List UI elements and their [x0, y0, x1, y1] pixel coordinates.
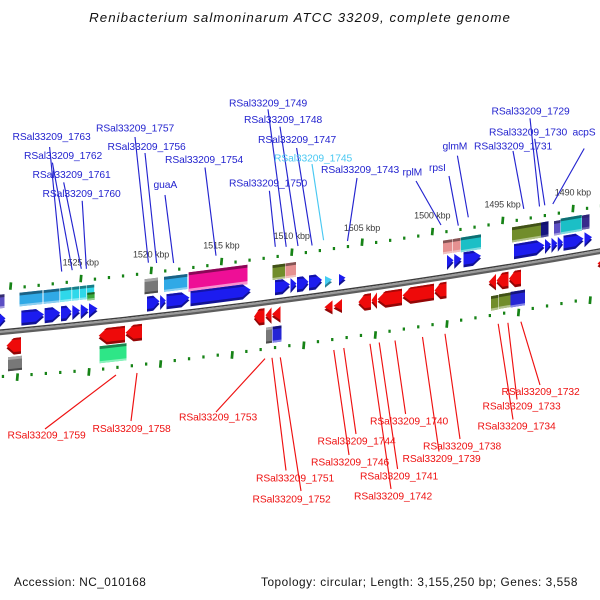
svg-text:RSal33209_1746: RSal33209_1746	[311, 458, 390, 469]
svg-text:RSal33209_1740: RSal33209_1740	[370, 417, 449, 428]
svg-text:RSal33209_1756: RSal33209_1756	[108, 142, 187, 153]
svg-text:RSal33209_1741: RSal33209_1741	[360, 472, 439, 483]
svg-text:RSal33209_1733: RSal33209_1733	[483, 402, 562, 413]
svg-text:RSal33209_1730: RSal33209_1730	[489, 128, 568, 139]
svg-text:1520 kbp: 1520 kbp	[133, 249, 169, 259]
svg-text:RSal33209_1763: RSal33209_1763	[13, 132, 92, 143]
svg-text:RSal33209_1761: RSal33209_1761	[33, 170, 112, 181]
svg-text:rpsI: rpsI	[429, 163, 446, 174]
svg-text:RSal33209_1748: RSal33209_1748	[244, 115, 323, 126]
svg-text:RSal33209_1753: RSal33209_1753	[179, 413, 258, 424]
svg-text:Accession: NC_010168: Accession: NC_010168	[14, 575, 146, 589]
svg-text:RSal33209_1762: RSal33209_1762	[24, 151, 103, 162]
svg-text:Topology: circular; Length: 3,: Topology: circular; Length: 3,155,250 bp…	[261, 575, 578, 589]
svg-text:guaA: guaA	[154, 180, 178, 191]
svg-text:glmM: glmM	[443, 142, 468, 153]
svg-text:RSal33209_1734: RSal33209_1734	[478, 422, 557, 433]
svg-text:1490 kbp: 1490 kbp	[555, 187, 591, 197]
svg-text:RSal33209_1731: RSal33209_1731	[474, 142, 553, 153]
svg-text:RSal33209_1759: RSal33209_1759	[8, 431, 87, 442]
svg-text:acpS: acpS	[573, 128, 596, 139]
svg-text:Renibacterium salmoninarum ATC: Renibacterium salmoninarum ATCC 33209, c…	[89, 10, 511, 25]
svg-text:RSal33209_1758: RSal33209_1758	[93, 424, 172, 435]
svg-text:RSal33209_1754: RSal33209_1754	[165, 155, 244, 166]
svg-text:RSal33209_1742: RSal33209_1742	[354, 492, 433, 503]
svg-text:RSal33209_1732: RSal33209_1732	[502, 387, 581, 398]
svg-text:1495 kbp: 1495 kbp	[484, 199, 520, 209]
svg-text:RSal33209_1739: RSal33209_1739	[403, 454, 482, 465]
svg-text:1505 kbp: 1505 kbp	[344, 223, 380, 233]
svg-text:1510 kbp: 1510 kbp	[274, 231, 310, 241]
svg-text:RSal33209_1750: RSal33209_1750	[229, 179, 308, 190]
svg-text:RSal33209_1757: RSal33209_1757	[96, 124, 175, 135]
svg-text:1515 kbp: 1515 kbp	[203, 241, 239, 251]
svg-text:1500 kbp: 1500 kbp	[414, 211, 450, 221]
svg-text:1525 kbp: 1525 kbp	[63, 257, 99, 267]
svg-text:RSal33209_1744: RSal33209_1744	[318, 437, 397, 448]
svg-text:RSal33209_1747: RSal33209_1747	[258, 135, 337, 146]
svg-text:RSal33209_1751: RSal33209_1751	[256, 474, 335, 485]
svg-text:RSal33209_1760: RSal33209_1760	[43, 189, 122, 200]
svg-text:RSal33209_1743: RSal33209_1743	[321, 165, 400, 176]
svg-text:RSal33209_1752: RSal33209_1752	[253, 495, 332, 506]
svg-text:RSal33209_1738: RSal33209_1738	[423, 442, 502, 453]
svg-text:rplM: rplM	[403, 168, 423, 179]
svg-text:RSal33209_1729: RSal33209_1729	[492, 107, 571, 118]
svg-text:RSal33209_1749: RSal33209_1749	[229, 99, 308, 110]
svg-text:RSal33209_1745: RSal33209_1745	[274, 154, 353, 165]
